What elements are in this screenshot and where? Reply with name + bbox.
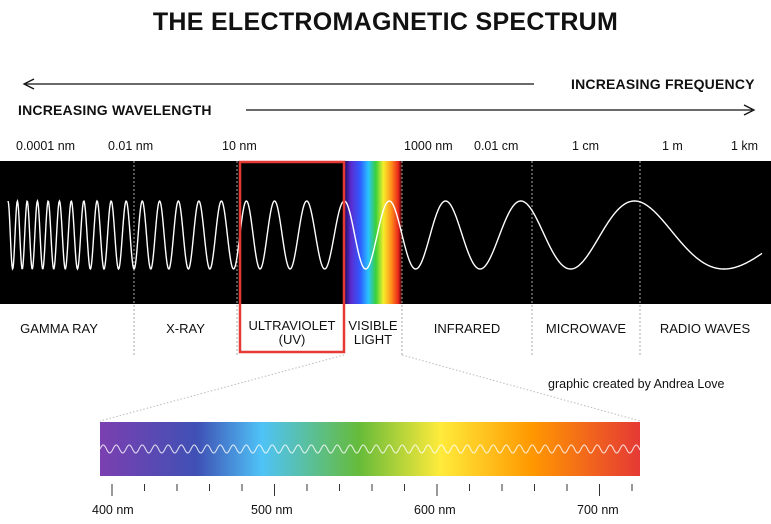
uv-highlight-box — [238, 160, 346, 354]
wavelength-tick: 1 km — [731, 139, 759, 153]
wavelength-tick: 0.01 cm — [474, 139, 519, 153]
region-label-ultraviolet: ULTRAVIOLET (UV) — [248, 318, 336, 347]
visible-scale-label: 700 nm — [577, 503, 619, 517]
page-title: THE ELECTROMAGNETIC SPECTRUM — [152, 8, 619, 36]
wavelength-tick: 1000 nm — [404, 139, 453, 153]
visible-scale-label: 500 nm — [251, 503, 293, 517]
wavelength-tick: 0.01 nm — [108, 139, 154, 153]
wavelength-tick: 10 nm — [222, 139, 257, 153]
region-label-gamma-ray: GAMMA RAY — [20, 321, 98, 336]
visible-bar-wave — [99, 444, 641, 454]
frequency-arrow — [22, 78, 534, 90]
region-label-radio-waves: RADIO WAVES — [659, 321, 751, 336]
wavelength-label: INCREASING WAVELENGTH — [18, 102, 212, 118]
zoom-guides — [99, 354, 641, 422]
frequency-label: INCREASING FREQUENCY — [571, 76, 755, 92]
visible-scale-label: 400 nm — [92, 503, 134, 517]
wavelength-tick: 0.0001 nm — [16, 139, 76, 153]
wave-line — [7, 198, 763, 271]
visible-light-band — [344, 161, 402, 304]
region-label-visible-light: VISIBLE LIGHT — [348, 318, 398, 347]
region-label-infrared: INFRARED — [433, 321, 501, 336]
wavelength-tick: 1 m — [662, 139, 683, 153]
region-label-microwave: MICROWAVE — [545, 321, 627, 336]
wavelength-tick: 1 cm — [572, 139, 600, 153]
visible-spectrum-bar — [100, 422, 640, 476]
visible-scale-label: 600 nm — [414, 503, 456, 517]
credit-text: graphic created by Andrea Love — [548, 377, 725, 391]
visible-scale-ticks — [111, 484, 633, 496]
region-label-x-ray: X-RAY — [166, 321, 205, 336]
wavelength-arrow — [246, 104, 756, 116]
